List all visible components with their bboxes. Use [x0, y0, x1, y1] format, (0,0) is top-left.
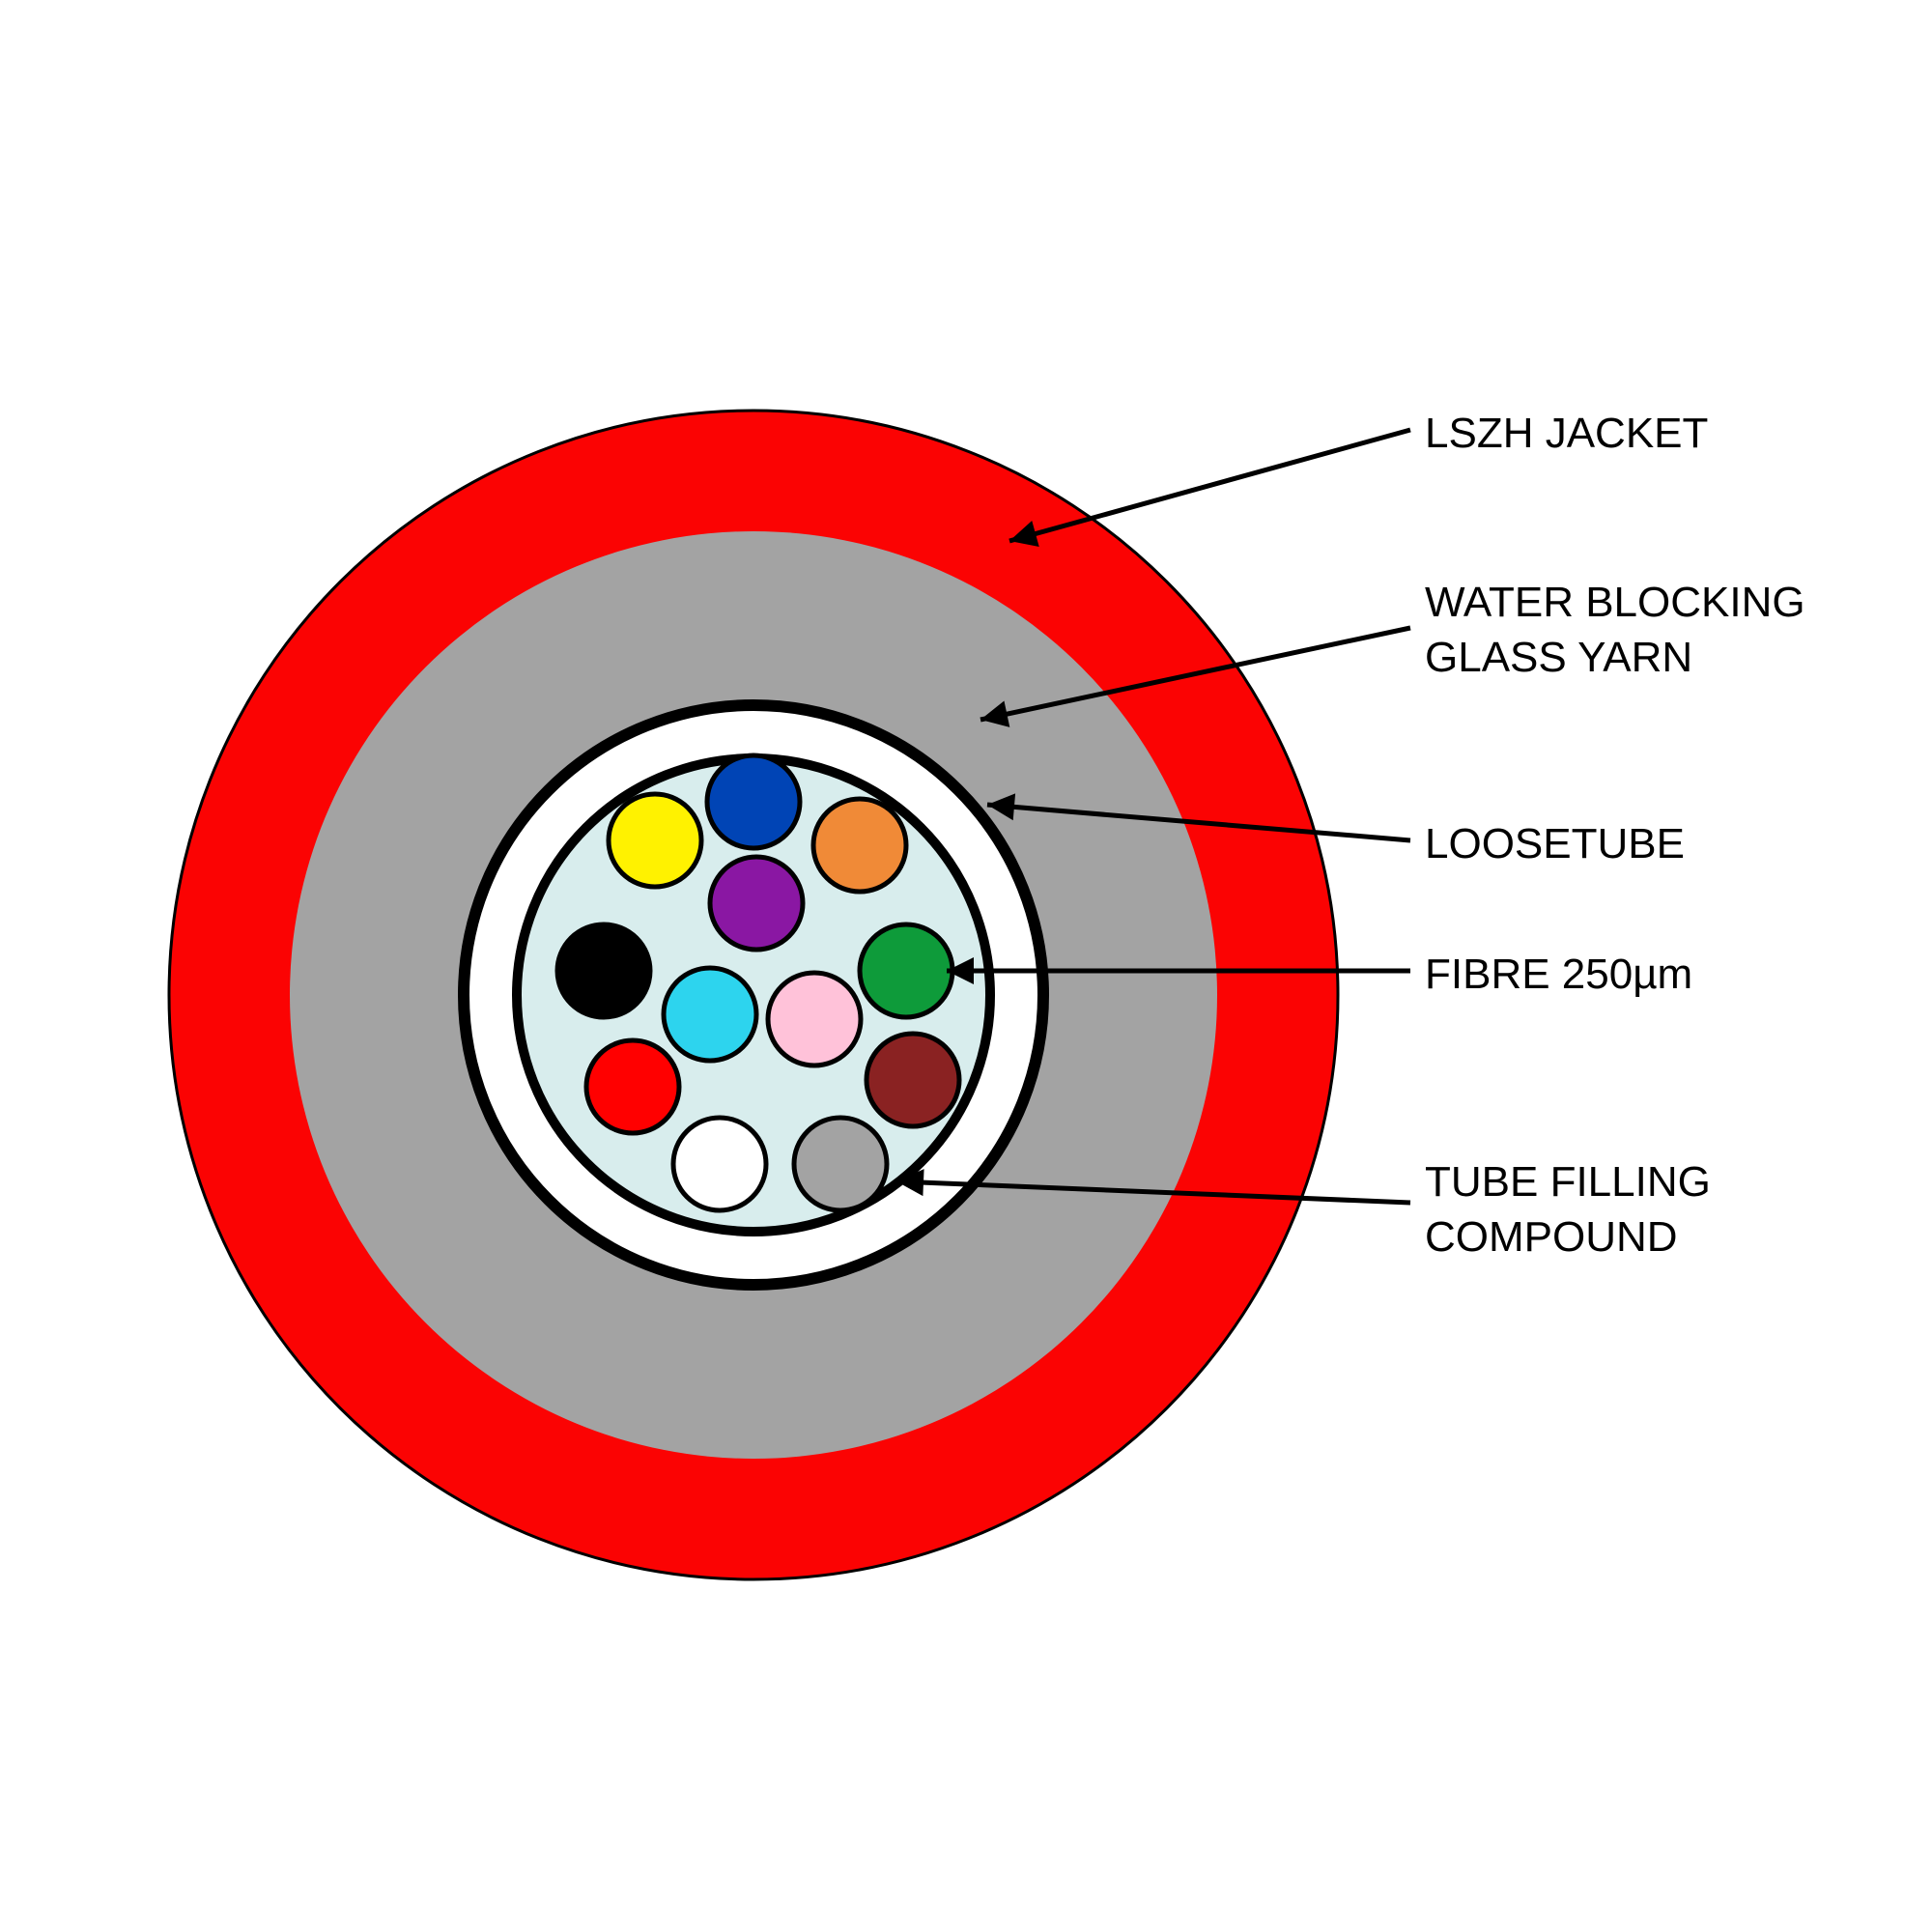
- fibre-0: [707, 755, 800, 848]
- fibre-10: [673, 1118, 766, 1210]
- label-jacket: LSZH JACKET: [1425, 406, 1708, 461]
- fibre-4: [557, 924, 650, 1017]
- fibre-3: [710, 857, 803, 950]
- fibre-6: [768, 973, 861, 1065]
- fibre-1: [609, 794, 701, 887]
- fibre-8: [586, 1040, 679, 1133]
- fibre-7: [860, 924, 952, 1017]
- fibre-9: [867, 1034, 959, 1126]
- fibre-2: [813, 799, 906, 892]
- label-yarn: WATER BLOCKING GLASS YARN: [1425, 575, 1805, 685]
- label-compound: TUBE FILLING COMPOUND: [1425, 1154, 1711, 1264]
- fibre-5: [664, 968, 756, 1061]
- fibre-11: [794, 1118, 887, 1210]
- label-tube: LOOSETUBE: [1425, 816, 1685, 871]
- label-fibre: FIBRE 250µm: [1425, 947, 1692, 1002]
